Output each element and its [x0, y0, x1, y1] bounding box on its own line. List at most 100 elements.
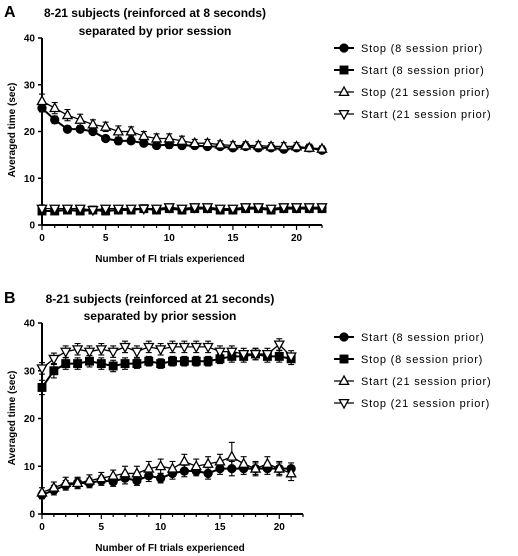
x-tick-label: 15: [214, 522, 226, 533]
legend-marker: [338, 109, 350, 121]
data-point: [60, 347, 72, 359]
data-point: [290, 203, 303, 214]
legend-label: Start (8 session prior): [361, 65, 485, 77]
data-point: [163, 203, 175, 214]
y-tick-label: 30: [24, 80, 36, 91]
data-point: [83, 347, 96, 359]
legend-entry: Start (21 session prior): [334, 109, 491, 121]
data-point: [125, 125, 137, 136]
series-line: [41, 343, 292, 369]
data-point: [125, 204, 137, 215]
data-point: [95, 345, 108, 356]
data-point: [50, 115, 60, 125]
data-point: [261, 457, 274, 468]
data-point: [252, 203, 265, 214]
data-point: [62, 124, 73, 134]
data-point: [75, 124, 85, 134]
data-point: [166, 342, 179, 354]
series-2: [36, 441, 297, 498]
data-point: [214, 347, 226, 359]
legend-marker: [338, 85, 350, 97]
x-tick-label: 5: [103, 233, 109, 244]
data-point: [273, 462, 285, 473]
data-point: [87, 118, 99, 129]
data-point: [227, 204, 239, 215]
y-tick-label: 20: [24, 414, 36, 425]
legend-entry: Stop (8 session prior): [334, 43, 482, 55]
data-point: [107, 469, 119, 480]
data-point: [138, 129, 150, 141]
x-tick-label: 10: [164, 233, 176, 244]
data-point: [61, 359, 71, 369]
data-point: [87, 205, 99, 217]
data-point: [176, 204, 188, 215]
data-point: [71, 476, 84, 488]
data-point: [178, 342, 191, 354]
legend-label: Start (21 session prior): [361, 376, 491, 388]
legend-entry: Stop (8 session prior): [334, 354, 483, 366]
data-point: [316, 203, 328, 214]
series-line: [41, 353, 292, 389]
data-point: [131, 467, 143, 478]
data-point: [155, 473, 166, 483]
series-line: [41, 467, 292, 496]
chart-title-line-2: separated by prior session: [79, 24, 232, 38]
panel-a: A 8-21 subjects (reinforced at 8 seconds…: [4, 4, 491, 265]
legend-entry: Start (8 session prior): [334, 332, 485, 344]
data-point: [178, 455, 191, 466]
data-point: [290, 140, 303, 151]
data-point: [73, 359, 83, 369]
data-point: [138, 204, 150, 215]
legend-entry: Start (8 session prior): [334, 65, 485, 77]
data-point: [226, 347, 238, 359]
data-point: [239, 203, 252, 214]
data-point: [150, 132, 163, 143]
chart-title-line-1: 8-21 subjects (reinforced at 8 seconds): [44, 6, 266, 20]
data-point: [237, 457, 250, 468]
data-point: [112, 125, 125, 136]
legend-label: Stop (21 session prior): [361, 398, 490, 410]
data-point: [202, 342, 214, 354]
data-point: [249, 462, 262, 473]
data-point: [37, 383, 47, 392]
data-point: [190, 459, 202, 471]
panel-letter: B: [4, 290, 16, 307]
data-point: [99, 204, 112, 215]
data-point: [36, 94, 48, 106]
data-point: [36, 204, 48, 215]
y-tick-label: 0: [29, 221, 35, 232]
chart-title-line-1: 8-21 subjects (reinforced at 21 seconds): [46, 292, 275, 306]
data-point: [214, 455, 226, 466]
legend-label: Start (8 session prior): [361, 332, 485, 344]
data-point: [201, 136, 214, 148]
data-point: [61, 108, 74, 120]
legend-marker: [339, 332, 349, 342]
data-point: [36, 486, 48, 497]
legend-marker: [339, 354, 349, 364]
x-tick-label: 20: [274, 522, 286, 533]
data-point: [278, 203, 290, 214]
legend-label: Stop (8 session prior): [361, 354, 483, 366]
data-point: [71, 345, 84, 356]
series-3: [36, 203, 328, 217]
data-point: [189, 203, 201, 214]
data-point: [61, 204, 74, 215]
x-tick-label: 15: [227, 233, 239, 244]
data-point: [226, 450, 238, 461]
data-point: [176, 134, 188, 145]
legend-entry: Start (21 session prior): [334, 374, 491, 388]
data-point: [100, 133, 111, 144]
y-axis-label: Averaged time (sec): [7, 83, 18, 178]
data-point: [303, 141, 315, 152]
data-point: [201, 203, 214, 214]
panel-b: B 8-21 subjects (reinforced at 21 second…: [4, 290, 491, 554]
data-point: [143, 462, 155, 473]
data-point: [154, 345, 167, 356]
data-point: [48, 354, 60, 366]
data-point: [144, 356, 154, 366]
data-point: [190, 342, 202, 354]
data-point: [74, 204, 86, 215]
legend-marker: [338, 374, 350, 386]
data-point: [99, 120, 112, 131]
